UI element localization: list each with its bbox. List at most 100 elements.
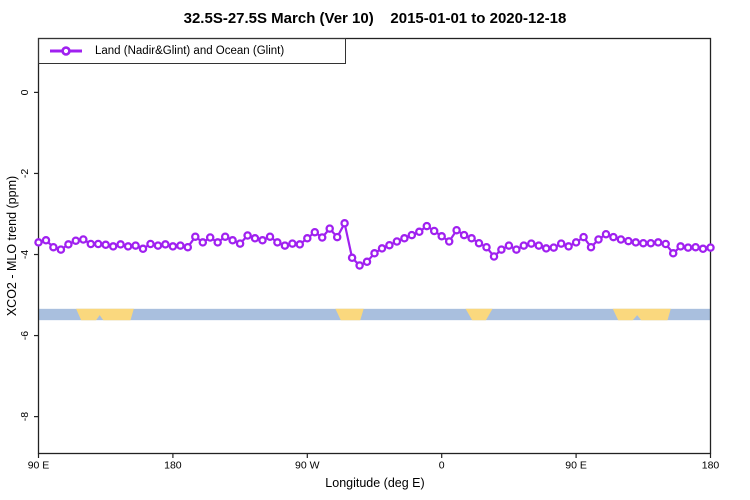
- data-point-marker: [571, 238, 581, 247]
- data-point-marker: [624, 236, 633, 246]
- data-point-marker: [377, 244, 387, 253]
- data-point-marker: [273, 238, 282, 247]
- ocean-band: [38, 308, 711, 321]
- data-point-marker: [101, 240, 110, 250]
- x-tick-label: 0: [439, 460, 445, 472]
- data-point-marker: [198, 238, 208, 247]
- data-point-marker: [64, 240, 73, 249]
- data-point-marker: [183, 242, 193, 252]
- data-point-marker: [243, 231, 252, 240]
- x-tick-label: 180: [702, 460, 720, 472]
- data-point-marker: [295, 240, 305, 249]
- data-point-marker: [631, 238, 641, 247]
- data-point-marker: [415, 227, 424, 237]
- land-patch-southern-africa: [465, 308, 493, 321]
- data-point-marker: [250, 234, 260, 243]
- chart-title: 32.5S-27.5S March (Ver 10) 2015-01-01 to…: [183, 10, 567, 27]
- data-point-marker: [71, 236, 81, 245]
- data-point-marker: [474, 238, 484, 248]
- data-point-marker: [258, 236, 267, 245]
- data-point-marker: [56, 245, 66, 254]
- data-point-marker: [168, 242, 178, 251]
- data-point-marker: [467, 234, 476, 243]
- data-point-marker: [579, 232, 588, 242]
- data-point-marker: [41, 236, 51, 245]
- data-point-marker: [213, 238, 222, 247]
- data-point-marker: [385, 240, 394, 250]
- y-tick-label: 0: [19, 89, 31, 95]
- y-axis-label: XCO2 - MLO trend (ppm): [5, 175, 19, 317]
- data-point-marker: [706, 243, 715, 252]
- data-point-marker: [534, 241, 544, 250]
- data-point-marker: [556, 239, 566, 248]
- data-point-marker: [93, 239, 103, 249]
- data-point-marker: [34, 238, 43, 247]
- data-point-marker: [512, 245, 521, 254]
- data-point-marker: [609, 232, 618, 242]
- data-point-marker: [549, 243, 558, 252]
- data-point-marker: [325, 224, 334, 233]
- data-point-marker: [161, 240, 170, 249]
- data-point-marker: [370, 249, 379, 258]
- y-tick-label: -2: [19, 169, 31, 178]
- data-point-marker: [191, 232, 200, 241]
- data-point-marker: [86, 239, 96, 249]
- data-point-marker: [79, 235, 88, 244]
- data-point-marker: [429, 226, 439, 236]
- data-point-marker: [340, 219, 349, 228]
- data-point-marker: [422, 221, 432, 231]
- data-point-marker: [489, 252, 499, 261]
- data-point-marker: [228, 236, 237, 245]
- data-point-marker: [482, 242, 491, 252]
- data-point-marker: [303, 234, 312, 243]
- data-point-marker: [362, 257, 372, 267]
- y-tick-label: -6: [19, 331, 31, 340]
- data-point-marker: [280, 241, 290, 250]
- data-point-marker: [265, 232, 275, 241]
- data-point-marker: [564, 242, 573, 251]
- data-point-marker: [146, 239, 155, 249]
- land-patch-australia-east-wrap: [612, 308, 671, 321]
- x-tick-label: 90 E: [28, 460, 50, 472]
- x-axis-label: Longitude (deg E): [325, 476, 425, 490]
- data-point-marker: [504, 241, 514, 250]
- legend: Land (Nadir&Glint) and Ocean (Glint): [38, 38, 346, 64]
- x-tick-label: 180: [164, 460, 182, 472]
- legend-marker-icon: [50, 46, 82, 56]
- data-point-marker: [646, 238, 656, 248]
- data-point-marker: [138, 244, 148, 254]
- data-point-marker: [220, 232, 230, 241]
- data-point-marker: [205, 233, 215, 242]
- data-point-marker: [452, 225, 461, 235]
- legend-label: Land (Nadir&Glint) and Ocean (Glint): [95, 45, 285, 57]
- data-point-marker: [639, 238, 648, 248]
- data-point-marker: [527, 239, 536, 248]
- data-point-marker: [661, 239, 670, 249]
- data-point-marker: [668, 249, 678, 258]
- x-tick-label: 90 W: [295, 460, 320, 472]
- data-point-marker: [497, 245, 506, 254]
- data-point-marker: [153, 241, 163, 250]
- data-point-marker: [317, 233, 327, 242]
- data-point-marker: [116, 240, 125, 249]
- data-point-marker: [49, 242, 58, 252]
- data-point-marker: [594, 235, 603, 244]
- data-point-marker: [123, 242, 133, 251]
- data-point-marker: [616, 235, 626, 244]
- data-point-marker: [392, 237, 402, 246]
- data-point-marker: [288, 239, 297, 248]
- data-point-marker: [310, 227, 320, 237]
- data-point-marker: [400, 234, 409, 243]
- data-point-marker: [586, 242, 596, 252]
- data-point-marker: [347, 253, 357, 263]
- data-point-marker: [691, 242, 700, 252]
- data-point-marker: [332, 232, 342, 242]
- data-point-marker: [601, 229, 611, 239]
- data-point-marker: [176, 241, 185, 250]
- data-point-marker: [355, 261, 364, 270]
- data-point-marker: [444, 237, 454, 246]
- y-tick-label: -8: [19, 412, 31, 421]
- data-point-marker: [437, 232, 446, 241]
- data-point-marker: [235, 239, 245, 248]
